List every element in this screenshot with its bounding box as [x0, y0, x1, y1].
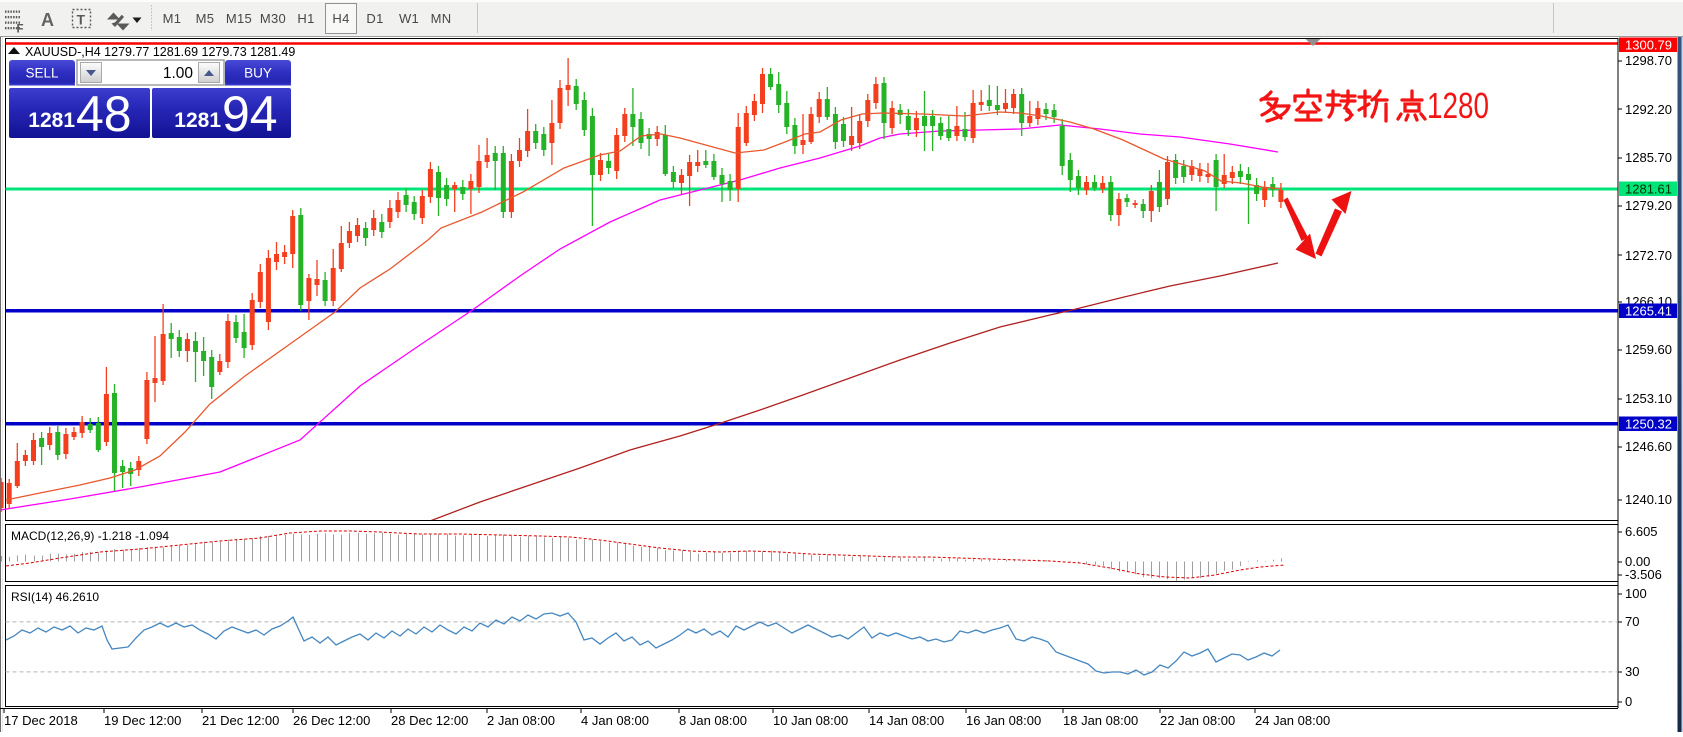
svg-text:1292.20: 1292.20: [1625, 102, 1672, 117]
svg-text:D1: D1: [366, 11, 383, 26]
svg-text:24 Jan 08:00: 24 Jan 08:00: [1255, 713, 1330, 728]
svg-text:48: 48: [76, 86, 132, 142]
svg-text:18 Jan 08:00: 18 Jan 08:00: [1063, 713, 1138, 728]
svg-text:6.605: 6.605: [1625, 524, 1658, 539]
svg-text:1281: 1281: [28, 109, 75, 132]
svg-text:1281.61: 1281.61: [1625, 182, 1672, 197]
svg-text:MN: MN: [431, 11, 452, 26]
svg-text:1250.32: 1250.32: [1625, 417, 1672, 432]
svg-text:28 Dec 12:00: 28 Dec 12:00: [391, 713, 468, 728]
svg-text:1281: 1281: [174, 109, 221, 132]
svg-text:M5: M5: [196, 11, 215, 26]
svg-text:22 Jan 08:00: 22 Jan 08:00: [1160, 713, 1235, 728]
svg-text:H1: H1: [297, 11, 314, 26]
svg-text:1300.79: 1300.79: [1625, 38, 1672, 53]
svg-text:M1: M1: [163, 11, 182, 26]
svg-text:BUY: BUY: [244, 66, 272, 81]
svg-text:1272.70: 1272.70: [1625, 248, 1672, 263]
svg-text:26 Dec 12:00: 26 Dec 12:00: [293, 713, 370, 728]
svg-text:4 Jan 08:00: 4 Jan 08:00: [581, 713, 649, 728]
svg-text:1253.10: 1253.10: [1625, 391, 1672, 406]
svg-text:1259.60: 1259.60: [1625, 342, 1672, 357]
svg-text:H4: H4: [332, 11, 349, 26]
svg-text:8 Jan 08:00: 8 Jan 08:00: [679, 713, 747, 728]
svg-text:19 Dec 12:00: 19 Dec 12:00: [104, 713, 181, 728]
svg-text:XAUUSD-,H4 1279.77 1281.69 12: XAUUSD-,H4 1279.77 1281.69 1279.73 1281.…: [25, 45, 295, 59]
svg-text:M30: M30: [260, 11, 286, 26]
svg-text:1280: 1280: [1427, 85, 1489, 126]
svg-text:1265.41: 1265.41: [1625, 304, 1672, 319]
svg-text:T: T: [77, 12, 86, 28]
svg-text:SELL: SELL: [25, 66, 59, 81]
svg-text:1.00: 1.00: [163, 65, 194, 82]
svg-text:14 Jan 08:00: 14 Jan 08:00: [869, 713, 944, 728]
svg-text:10 Jan 08:00: 10 Jan 08:00: [773, 713, 848, 728]
svg-text:1279.20: 1279.20: [1625, 198, 1672, 213]
svg-text:0: 0: [1625, 694, 1632, 709]
svg-text:F: F: [17, 24, 24, 36]
svg-text:1240.10: 1240.10: [1625, 492, 1672, 507]
svg-text:RSI(14) 46.2610: RSI(14) 46.2610: [11, 590, 99, 604]
svg-text:-3.506: -3.506: [1625, 567, 1662, 582]
svg-text:2 Jan 08:00: 2 Jan 08:00: [487, 713, 555, 728]
svg-text:94: 94: [222, 86, 278, 142]
svg-text:70: 70: [1625, 614, 1639, 629]
svg-text:1285.70: 1285.70: [1625, 150, 1672, 165]
svg-text:MACD(12,26,9) -1.218 -1.094: MACD(12,26,9) -1.218 -1.094: [11, 529, 169, 543]
svg-text:M15: M15: [226, 11, 252, 26]
svg-text:21 Dec 12:00: 21 Dec 12:00: [202, 713, 279, 728]
svg-text:1298.70: 1298.70: [1625, 53, 1672, 68]
svg-text:30: 30: [1625, 664, 1639, 679]
svg-text:A: A: [41, 10, 54, 30]
svg-text:16 Jan 08:00: 16 Jan 08:00: [966, 713, 1041, 728]
svg-text:100: 100: [1625, 586, 1647, 601]
svg-text:17 Dec 2018: 17 Dec 2018: [4, 713, 78, 728]
svg-text:1246.60: 1246.60: [1625, 439, 1672, 454]
svg-text:W1: W1: [399, 11, 419, 26]
